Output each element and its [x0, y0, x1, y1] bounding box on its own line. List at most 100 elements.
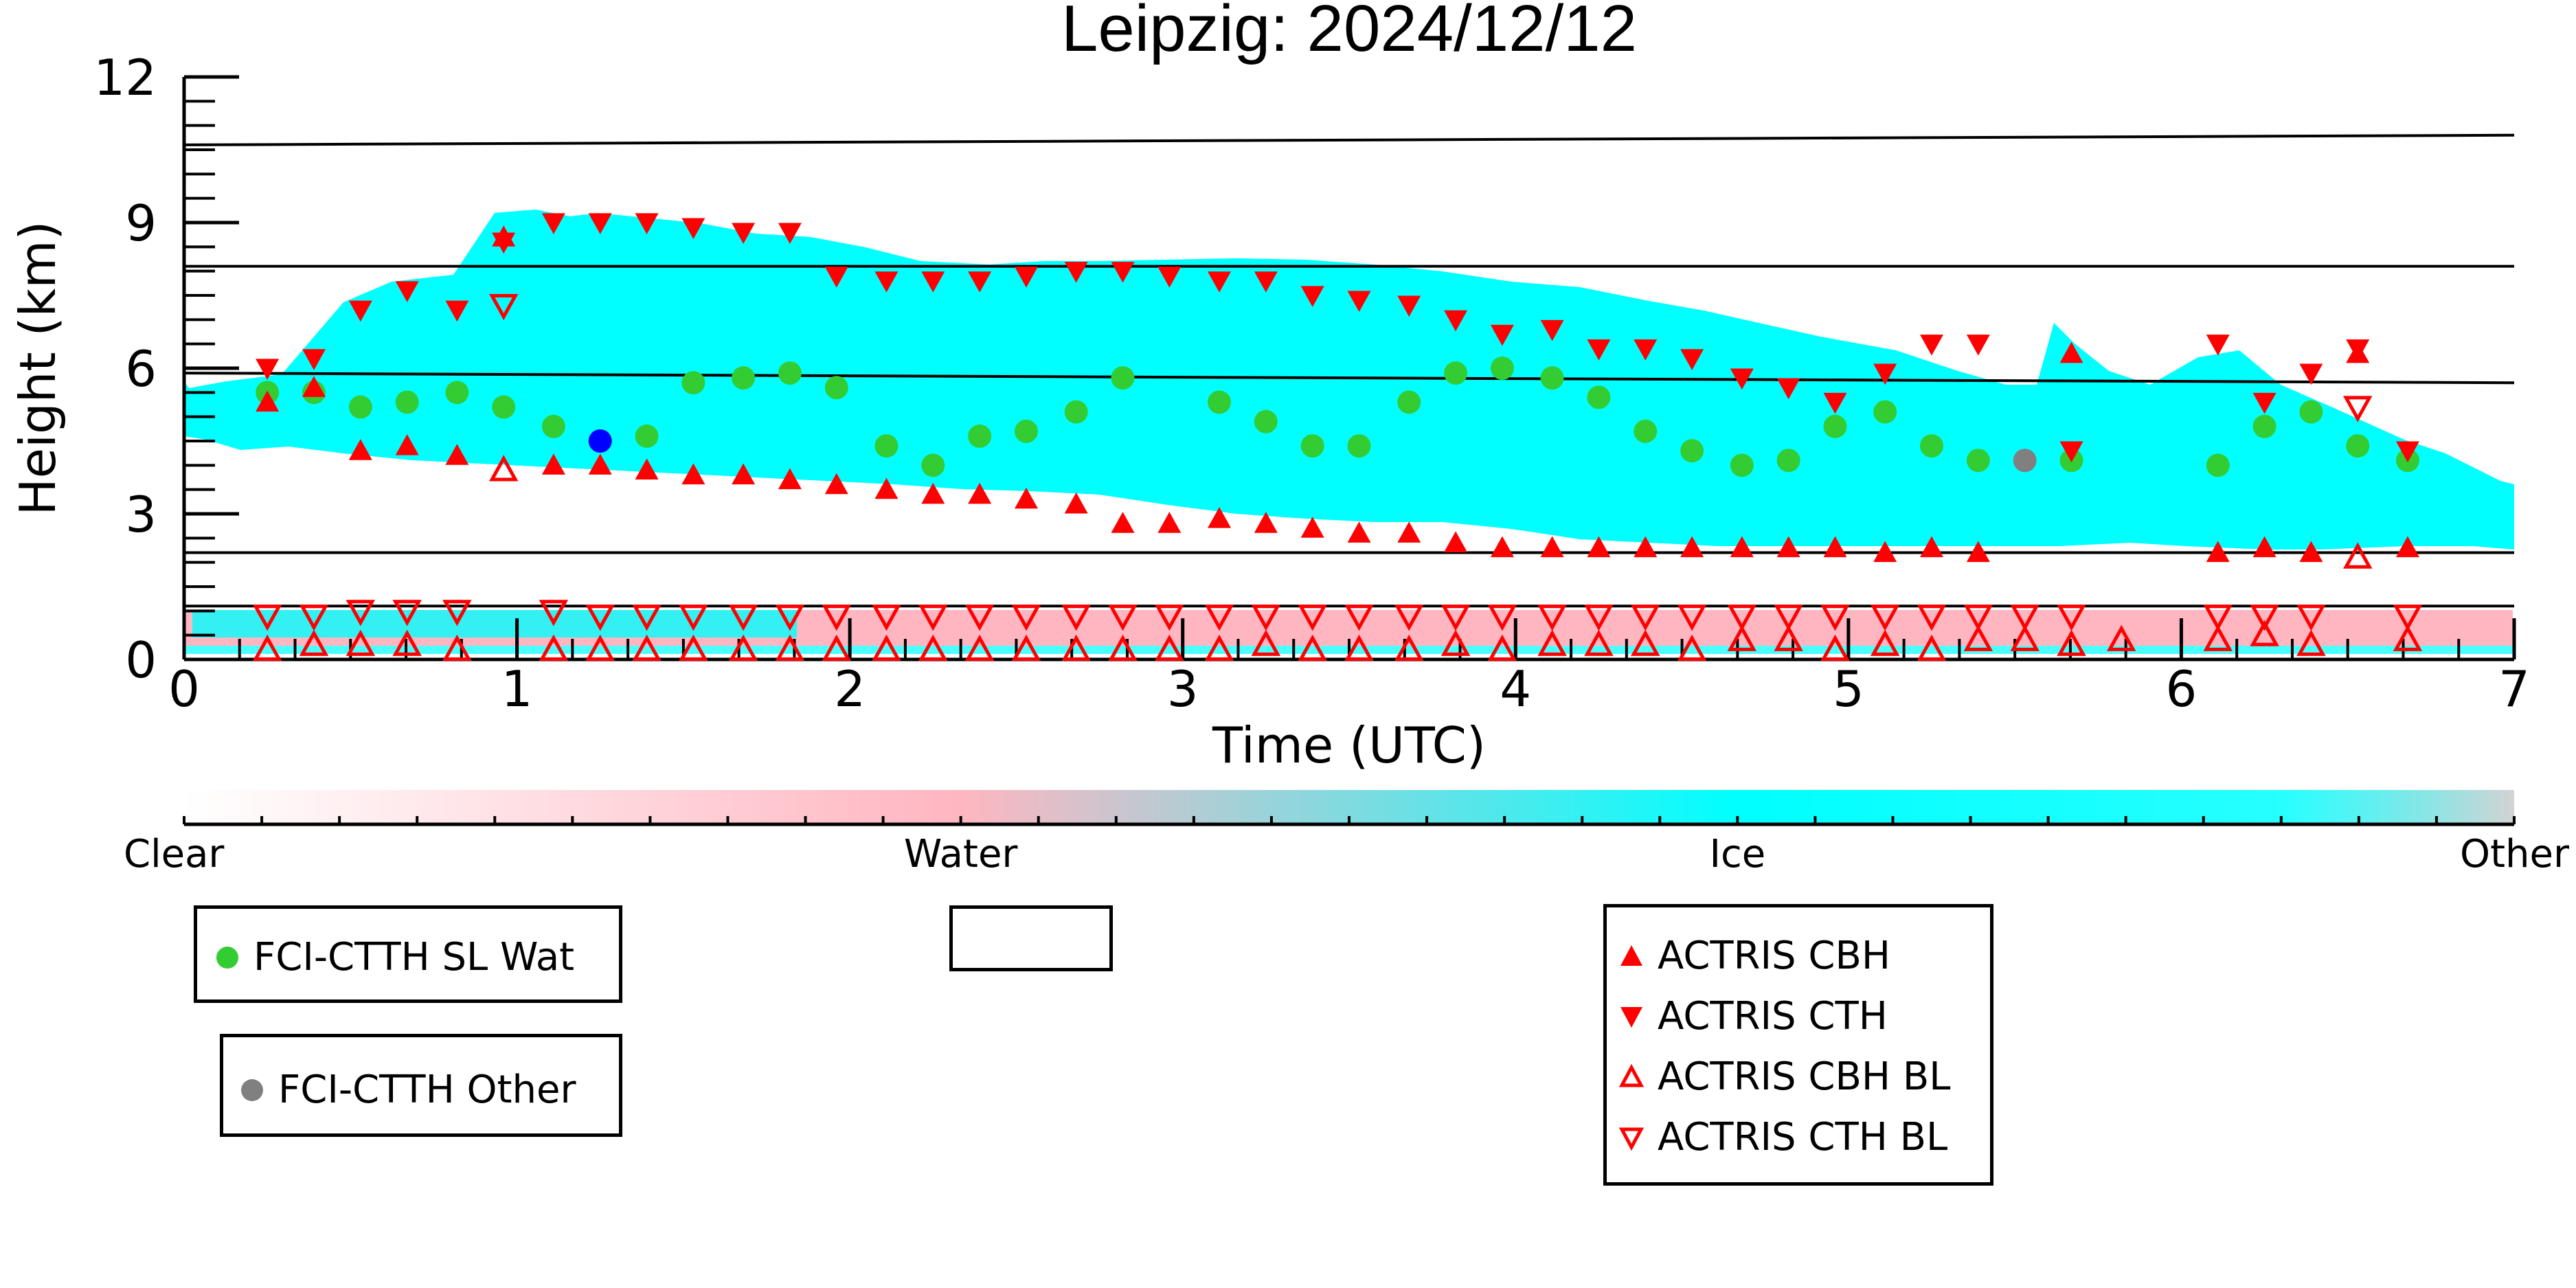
data-point-series-4: [921, 271, 945, 293]
data-point-series-6: [1677, 605, 1707, 631]
data-point-series-0: [681, 371, 705, 395]
data-point-series-5: [1108, 634, 1138, 661]
data-point-series-4: [2252, 392, 2276, 414]
data-point-series-3: [1014, 487, 1038, 509]
data-point-series-5: [679, 634, 708, 661]
chart-title: Leipzig: 2024/12/12: [1061, 0, 1637, 65]
x-tick-label: 1: [501, 660, 533, 718]
data-point-series-4: [2206, 335, 2230, 356]
data-point-series-3: [256, 390, 280, 412]
data-point-series-3: [635, 458, 659, 479]
data-point-series-0: [921, 453, 945, 477]
data-point-series-3: [2395, 536, 2419, 558]
data-point-series-4: [1111, 262, 1135, 283]
data-point-series-5: [822, 634, 852, 661]
x-tick-label: 5: [1833, 660, 1864, 718]
data-point-series-3: [1587, 536, 1611, 558]
data-point-series-6: [2343, 396, 2373, 422]
open-up-triangle-icon: [1618, 1063, 1645, 1087]
data-point-series-4: [1730, 368, 1754, 390]
data-point-series-4: [2059, 441, 2083, 463]
data-point-series-3: [2299, 541, 2323, 563]
data-point-series-5: [1298, 634, 1327, 661]
legend-fci-wat: FCI-CTTH SL Wat: [194, 905, 622, 1003]
data-point-series-5: [1820, 634, 1850, 661]
data-point-series-4: [1587, 339, 1611, 361]
data-point-series-4: [1776, 378, 1800, 400]
data-point-series-4: [1208, 271, 1232, 293]
data-point-series-6: [1251, 605, 1281, 631]
data-point-series-5: [1011, 634, 1041, 661]
data-point-series-0: [732, 366, 756, 390]
data-point-series-6: [775, 605, 805, 631]
data-point-series-6: [1917, 605, 1947, 631]
colorbar-label: Ice: [1709, 832, 1765, 877]
data-point-series-6: [539, 600, 569, 626]
reference-line-0: [183, 133, 2515, 146]
colorbar-label: Other: [2460, 832, 2570, 877]
data-point-series-0: [2299, 400, 2323, 424]
data-point-series-5: [1440, 629, 1471, 656]
data-point-series-6: [252, 605, 282, 631]
data-point-series-3: [2059, 341, 2083, 363]
colorbar-labels: Clear Water Ice Other: [124, 832, 2570, 877]
data-point-series-3: [302, 376, 326, 397]
data-point-series-0: [1540, 366, 1564, 390]
data-point-series-3: [1397, 521, 1421, 543]
data-point-series-3: [1208, 507, 1232, 528]
data-point-series-0: [1397, 390, 1421, 414]
data-point-series-3: [1540, 536, 1564, 558]
y-tick-label: 0: [125, 631, 157, 689]
data-point-series-6: [1108, 605, 1138, 631]
data-point-series-6: [1155, 605, 1184, 631]
data-point-series-5: [1344, 634, 1374, 661]
data-point-series-6: [822, 605, 852, 631]
data-point-series-5: [1394, 634, 1424, 661]
data-point-series-0: [541, 414, 565, 438]
data-point-series-5: [2343, 542, 2373, 569]
data-point-series-6: [632, 605, 662, 631]
data-point-series-4: [1873, 363, 1897, 385]
data-point-series-4: [348, 300, 372, 322]
x-tick-label: 4: [1500, 660, 1531, 718]
data-point-series-4: [778, 223, 802, 245]
data-point-series-6: [585, 605, 615, 631]
data-point-series-4: [1014, 267, 1038, 288]
data-point-series-5: [2203, 624, 2233, 651]
x-tick-label: 0: [168, 660, 200, 718]
data-point-series-4: [1680, 349, 1704, 370]
data-point-series-5: [442, 634, 472, 661]
data-point-series-5: [1677, 634, 1707, 661]
data-point-series-0: [1634, 419, 1658, 443]
legend-label-actris-cth-bl: ACTRIS CTH BL: [1658, 1115, 1948, 1160]
data-point-series-4: [824, 267, 848, 288]
data-point-series-3: [1823, 536, 1847, 558]
data-point-series-0: [1014, 419, 1038, 443]
data-point-series-4: [1444, 310, 1468, 332]
data-point-series-0: [1490, 357, 1514, 380]
data-point-series-3: [1444, 531, 1468, 552]
y-tick-label: 12: [93, 49, 157, 106]
data-point-series-5: [392, 629, 422, 656]
legend-empty: [949, 905, 1113, 971]
data-point-series-5: [2250, 620, 2279, 646]
data-point-series-0: [778, 361, 802, 385]
data-point-series-6: [1963, 605, 1993, 631]
data-point-series-6: [346, 600, 376, 626]
data-point-series-5: [964, 634, 995, 661]
data-point-series-0: [1254, 409, 1278, 433]
data-point-series-3: [1873, 541, 1897, 563]
data-point-series-4: [1966, 335, 1990, 356]
data-point-series-3: [541, 453, 565, 475]
data-point-series-6: [1870, 605, 1900, 631]
colorbar-label: Clear: [124, 832, 225, 877]
data-point-series-6: [964, 605, 995, 631]
data-point-series-5: [2106, 624, 2136, 651]
data-point-series-5: [2010, 624, 2040, 651]
data-point-series-5: [728, 634, 758, 661]
data-point-series-4: [1634, 339, 1658, 361]
colorbar-label: Water: [904, 832, 1019, 877]
legend-label-actris-cbh: ACTRIS CBH: [1658, 934, 1891, 978]
data-point-series-5: [1917, 634, 1947, 661]
data-point-series-6: [2203, 605, 2233, 631]
